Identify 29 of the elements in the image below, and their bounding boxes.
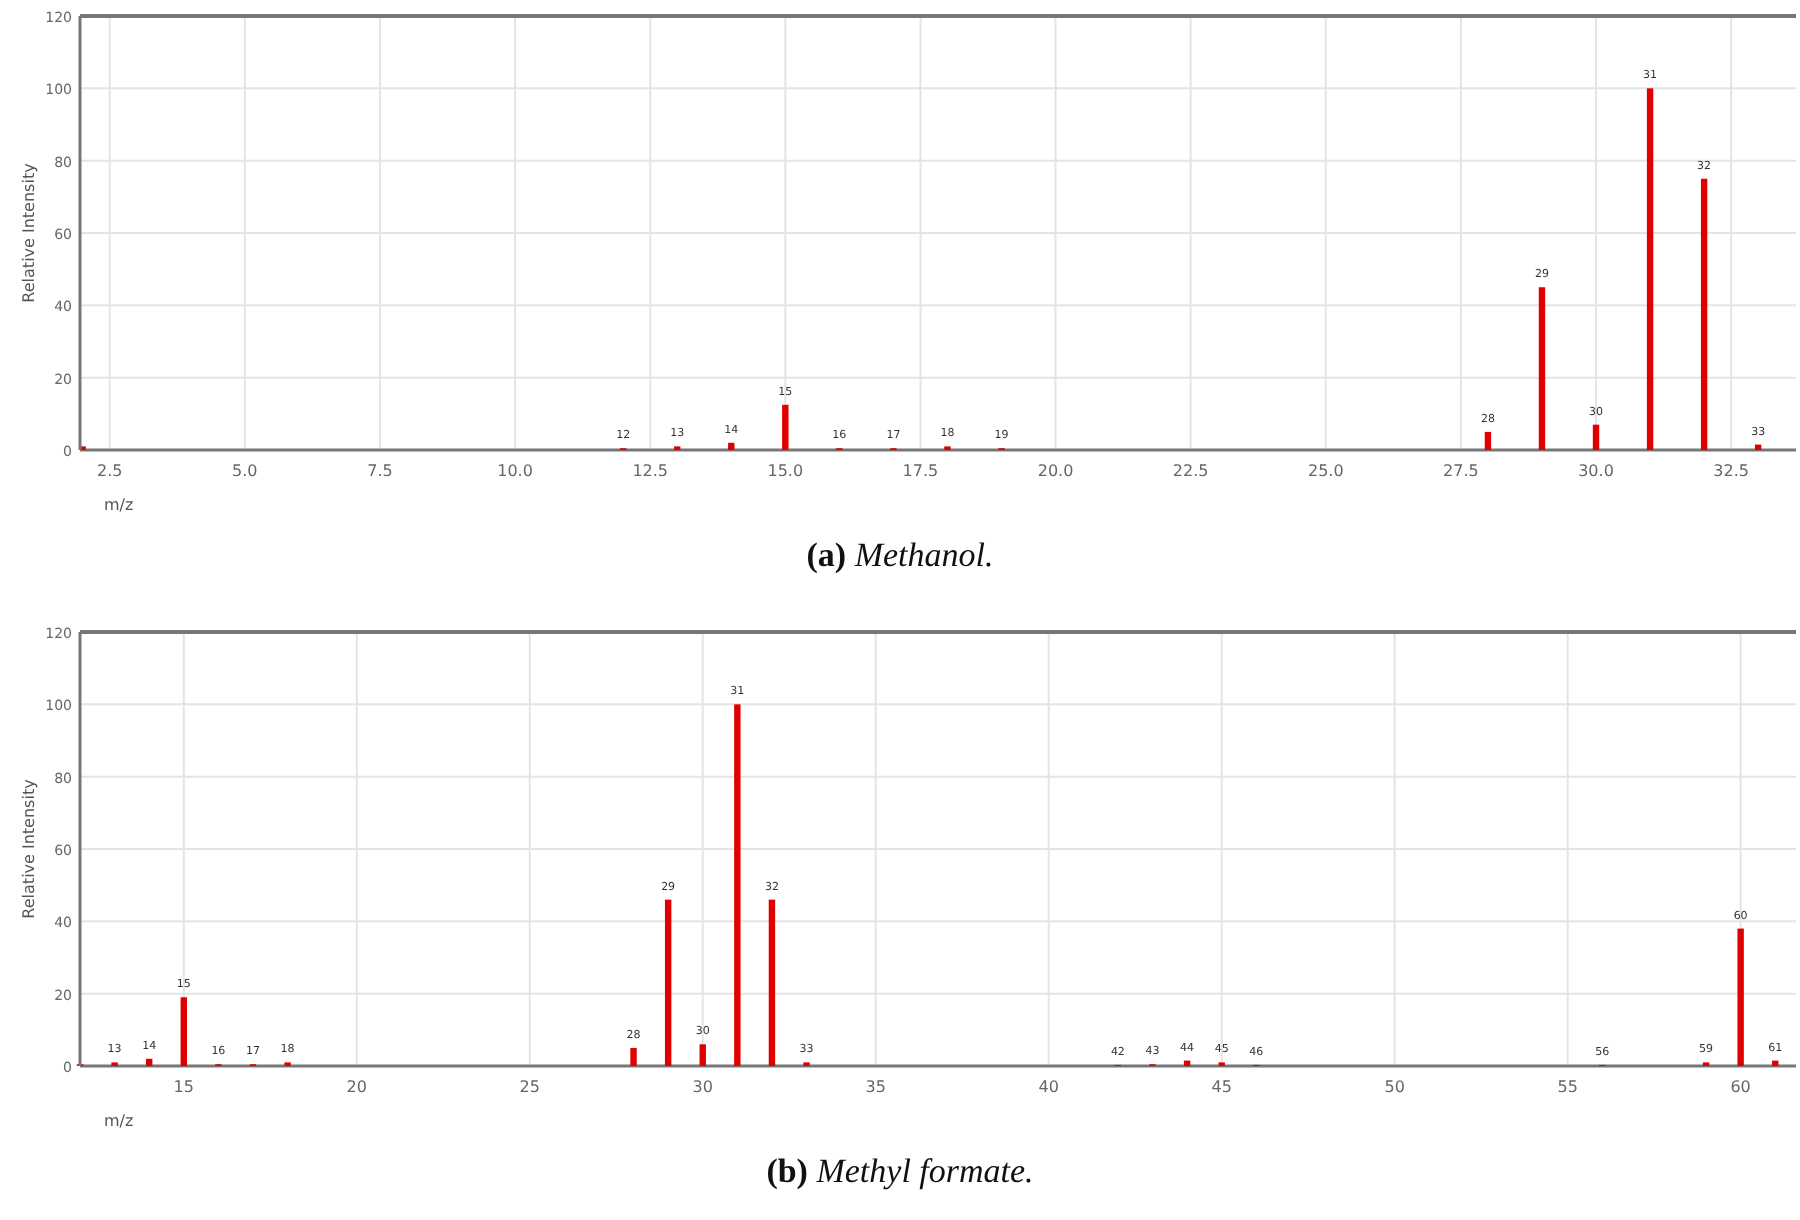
x-tick-label: 25 — [519, 1078, 540, 1096]
x-axis-title: m/z — [104, 1112, 134, 1130]
x-tick-label: 7.5 — [367, 462, 393, 480]
x-tick-label: 20.0 — [1037, 462, 1074, 480]
x-tick-label: 20 — [346, 1078, 367, 1096]
x-tick-label: 17.5 — [902, 462, 939, 480]
x-tick-label: 15.0 — [767, 462, 804, 480]
text: (a) Methanol. — [806, 536, 994, 574]
y-axis-title: Relative Intensity — [20, 162, 38, 303]
x-tick-label: 15 — [173, 1078, 194, 1096]
x-tick-label: 45 — [1211, 1078, 1232, 1096]
x-tick-label: 30.0 — [1578, 462, 1614, 480]
x-tick-label: 55 — [1557, 1078, 1578, 1096]
x-tick-label: 12.5 — [632, 462, 669, 480]
x-tick-label: 5.0 — [232, 462, 258, 480]
x-tick-label: 50 — [1384, 1078, 1405, 1096]
x-tick-label: 35 — [865, 1078, 886, 1096]
x-tick-label: 25.0 — [1307, 462, 1344, 480]
x-tick-label: 27.5 — [1443, 462, 1479, 480]
text: (b) Methyl formate. — [766, 1152, 1034, 1190]
x-tick-label: 30 — [692, 1078, 713, 1096]
x-tick-label: 60 — [1730, 1078, 1751, 1096]
x-tick-label: 22.5 — [1172, 462, 1209, 480]
x-tick-label: 10.0 — [497, 462, 533, 480]
x-tick-label: 2.5 — [96, 462, 123, 480]
x-tick-label: 40 — [1038, 1078, 1059, 1096]
y-axis-title: Relative Intensity — [20, 778, 38, 919]
x-axis-title: m/z — [104, 496, 134, 514]
x-tick-label: 32.5 — [1713, 462, 1749, 480]
